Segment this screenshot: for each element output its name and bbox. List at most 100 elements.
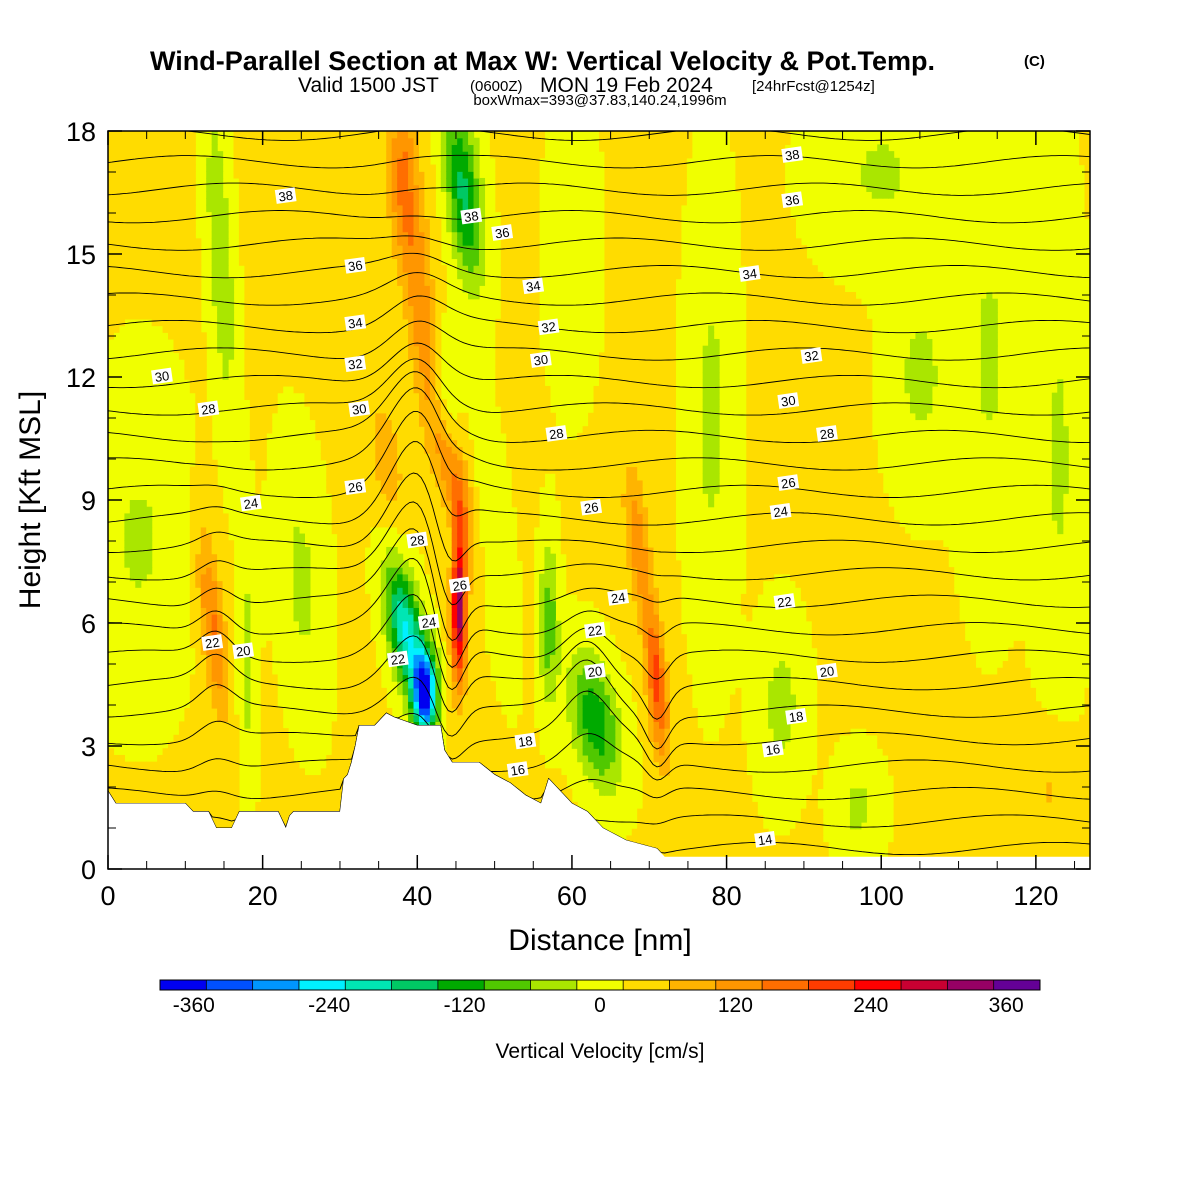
velocity-cell [440,278,447,286]
velocity-cell [173,312,180,320]
velocity-cell [331,406,338,414]
velocity-cell [184,312,191,320]
velocity-cell [397,466,404,474]
velocity-cell [468,754,475,763]
velocity-cell [135,546,142,555]
velocity-cell [162,761,169,769]
velocity-cell [298,580,305,588]
velocity-cell [413,372,420,380]
velocity-cell [200,520,207,528]
velocity-cell [402,493,409,501]
velocity-cell [348,513,355,521]
velocity-cell [271,781,278,790]
velocity-cell [418,661,426,669]
velocity-cell [375,157,382,166]
velocity-cell [206,164,213,172]
velocity-cell [228,681,235,689]
velocity-cell [435,674,442,682]
velocity-cell [293,238,300,246]
velocity-cell [369,258,376,266]
velocity-cell [446,614,453,622]
velocity-cell [402,137,409,146]
velocity-cell [326,754,333,763]
velocity-cell [249,204,256,213]
velocity-cell [298,224,305,233]
velocity-cell [402,204,409,213]
velocity-cell [429,701,436,709]
velocity-cell [369,171,376,179]
velocity-cell [113,251,120,260]
velocity-cell [402,500,409,508]
velocity-cell [217,184,224,192]
velocity-cell [397,473,404,481]
velocity-cell [189,352,196,360]
velocity-cell [260,687,267,696]
velocity-cell [364,533,371,541]
velocity-cell [157,258,164,266]
velocity-cell [282,265,289,273]
velocity-cell [446,540,453,548]
velocity-cell [249,325,256,333]
velocity-cell [446,473,453,481]
velocity-cell [217,238,224,246]
velocity-cell [195,493,202,501]
velocity-cell [435,406,442,414]
velocity-cell [331,486,338,494]
velocity-cell [380,137,387,146]
velocity-cell [408,707,415,716]
velocity-cell [462,600,469,608]
velocity-cell [435,681,442,689]
velocity-cell [228,546,235,555]
velocity-cell [451,493,458,501]
velocity-cell [178,131,185,139]
velocity-cell [162,151,169,159]
velocity-cell [129,144,136,152]
velocity-cell [255,372,262,380]
velocity-cell [358,614,366,622]
velocity-cell [266,198,273,206]
velocity-cell [140,285,147,293]
velocity-cell [271,721,278,729]
velocity-cell [255,419,262,427]
velocity-cell [233,748,240,756]
velocity-cell [462,419,469,427]
velocity-cell [315,198,322,206]
velocity-cell [391,365,398,374]
velocity-cell [348,553,355,561]
velocity-cell [309,137,316,146]
velocity-cell [337,553,344,561]
velocity-cell [348,500,355,508]
velocity-cell [195,721,202,729]
velocity-cell [309,171,316,179]
velocity-cell [364,513,371,521]
velocity-cell [413,177,420,186]
velocity-cell [162,271,169,280]
velocity-cell [146,285,153,293]
velocity-cell [309,406,316,414]
velocity-cell [380,473,387,481]
velocity-cell [217,567,224,575]
velocity-cell [189,520,196,528]
velocity-cell [358,661,366,669]
velocity-cell [364,473,371,481]
velocity-cell [402,258,409,266]
velocity-cell [326,453,333,461]
velocity-cell [206,647,213,655]
velocity-cell [380,627,387,635]
velocity-cell [304,600,311,608]
velocity-cell [146,768,153,776]
velocity-cell [151,177,158,186]
velocity-cell [413,271,420,280]
velocity-cell [326,426,333,434]
velocity-cell [298,198,305,206]
velocity-cell [309,365,316,374]
velocity-cell [151,245,158,253]
velocity-cell [217,734,224,743]
velocity-cell [206,775,213,783]
velocity-cell [293,151,300,159]
velocity-cell [195,432,202,441]
velocity-cell [200,674,207,682]
velocity-cell [244,285,251,293]
velocity-cell [424,198,431,206]
velocity-cell [168,325,175,333]
